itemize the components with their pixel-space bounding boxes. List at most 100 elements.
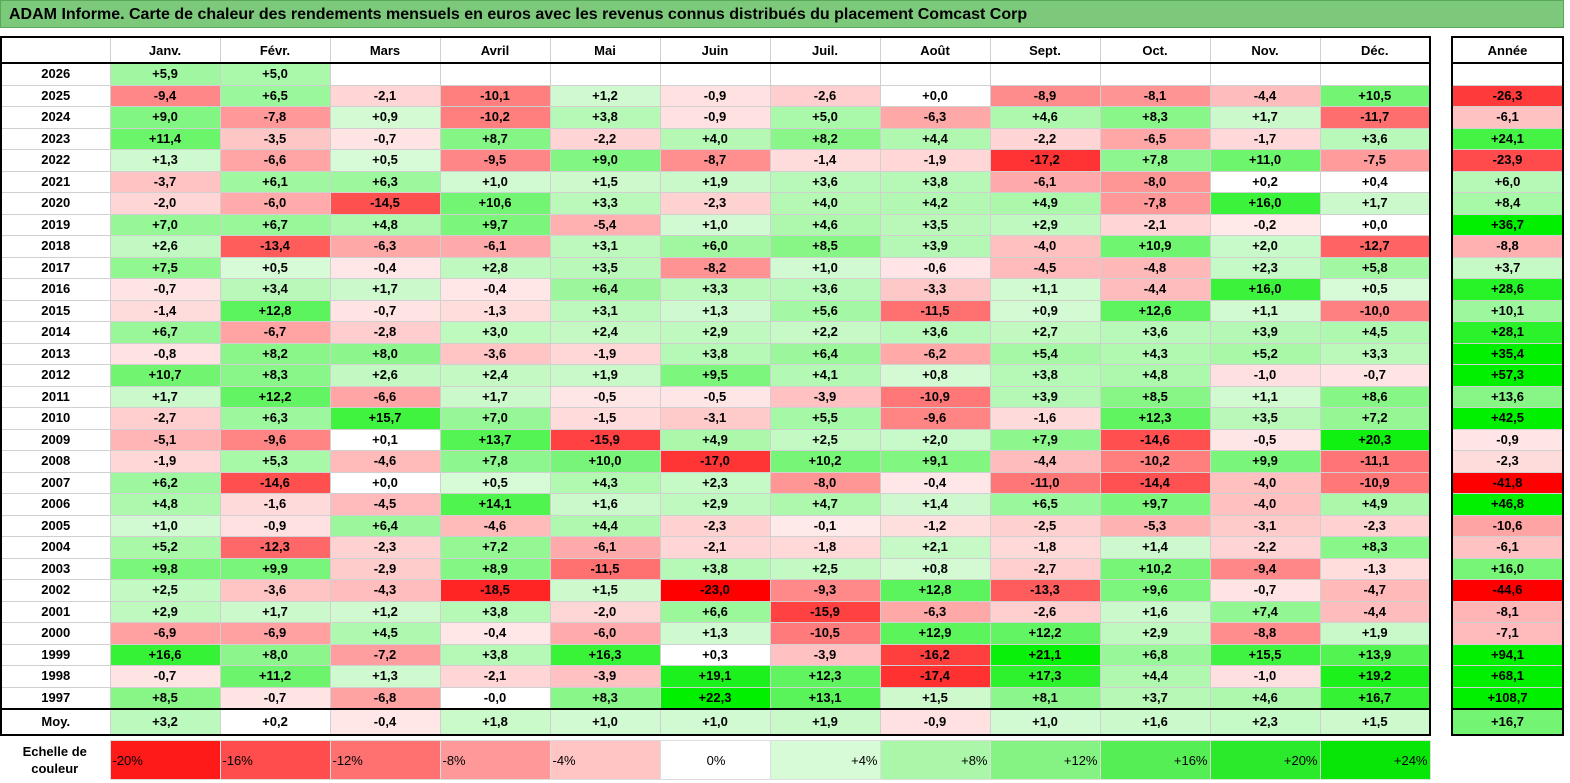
heat-cell: +0,5 [329, 149, 441, 172]
heat-cell: +0,9 [989, 299, 1101, 322]
heat-cell: +1,7 [219, 600, 331, 623]
heat-cell: +7,5 [109, 256, 221, 279]
heat-cell: -6,3 [879, 600, 991, 623]
heat-cell: -2,1 [659, 536, 771, 559]
table-row: 2001 +2,9 +1,7 +1,2 +3,8 -2,0 +6,6 -15,9 -6,3 -2,… [0, 600, 1431, 623]
heat-cell: -11,1 [1319, 450, 1431, 473]
year-label: 2009 [0, 428, 111, 451]
scale-swatch: -8% [439, 740, 551, 780]
month-header-8: Sept. [989, 36, 1101, 64]
scale-swatch: -20% [109, 740, 221, 780]
month-header-2: Mars [329, 36, 441, 64]
heat-cell: +13,1 [769, 686, 881, 710]
heat-cell: -0,6 [879, 256, 991, 279]
heat-cell: +4,2 [879, 192, 991, 215]
month-header-row: Janv. Févr. Mars Avril Mai Juin Juil. Août Sept.… [1, 36, 1431, 64]
heat-cell: +9,0 [549, 149, 661, 172]
heat-cell: -1,9 [549, 342, 661, 365]
average-cell: +1,8 [439, 708, 551, 736]
heat-cell: +4,8 [329, 213, 441, 236]
table-row: 2015 -1,4 +12,8 -0,7 -1,3 +3,1 +1,3 +5,6 -11,5 +0… [0, 299, 1431, 322]
heat-cell: -4,8 [1099, 256, 1211, 279]
heat-cell: -17,4 [879, 665, 991, 688]
heat-cell: +4,9 [989, 192, 1101, 215]
heat-cell: -0,9 [659, 106, 771, 129]
heat-cell: +2,6 [109, 235, 221, 258]
heat-cell: +9,1 [879, 450, 991, 473]
heat-cell: -4,0 [989, 235, 1101, 258]
heat-cell: -7,8 [219, 106, 331, 129]
annual-cell: +28,1 [1451, 321, 1564, 344]
annual-cell: -23,9 [1451, 149, 1564, 172]
heat-cell: +8,5 [1099, 385, 1211, 408]
heat-cell: +16,6 [109, 643, 221, 666]
heat-cell: -2,6 [989, 600, 1101, 623]
month-header-5: Juin [659, 36, 771, 64]
table-row: 2018 +2,6 -13,4 -6,3 -6,1 +3,1 +6,0 +8,5 +3,9 -4,… [0, 235, 1431, 258]
heat-cell: -2,8 [329, 321, 441, 344]
heat-cell: -2,2 [1209, 536, 1321, 559]
heat-cell: +6,0 [659, 235, 771, 258]
year-label: 2024 [0, 106, 111, 129]
heat-cell: +3,6 [1099, 321, 1211, 344]
table-row: 2019 +7,0 +6,7 +4,8 +9,7 -5,4 +1,0 +4,6 +3,5 +2,9… [0, 213, 1431, 236]
heat-cell: -15,9 [549, 428, 661, 451]
heat-cell: -8,0 [1099, 170, 1211, 193]
heat-cell: -6,1 [439, 235, 551, 258]
heat-cell: +16,0 [1209, 278, 1321, 301]
heat-cell: +12,3 [769, 665, 881, 688]
heat-cell: -5,3 [1099, 514, 1211, 537]
table-row: 2007 +6,2 -14,6 +0,0 +0,5 +4,3 +2,3 -8,0 -0,4 -11… [0, 471, 1431, 494]
heat-cell: +6,3 [219, 407, 331, 430]
scale-swatch: +16% [1099, 740, 1211, 780]
heat-cell: +15,7 [329, 407, 441, 430]
heat-cell: +5,4 [989, 342, 1101, 365]
heat-cell: +2,2 [769, 321, 881, 344]
year-label: 2023 [0, 127, 111, 150]
annual-cell: +10,1 [1451, 299, 1564, 322]
annual-cell: -2,3 [1451, 450, 1564, 473]
heat-cell: +3,8 [549, 106, 661, 129]
table-row: 2008 -1,9 +5,3 -4,6 +7,8 +10,0 -17,0 +10,2 +9,1-… [0, 450, 1431, 473]
heat-cell: -9,4 [109, 84, 221, 107]
annual-cell: +13,6 [1451, 385, 1564, 408]
heat-cell: +10,0 [549, 450, 661, 473]
heat-cell: +1,9 [659, 170, 771, 193]
heat-cell: -6,0 [549, 622, 661, 645]
heat-cell: +1,7 [109, 385, 221, 408]
heat-cell: +2,8 [439, 256, 551, 279]
heat-cell: +10,9 [1099, 235, 1211, 258]
heat-cell: +8,3 [1319, 536, 1431, 559]
heat-cell: -0,4 [439, 622, 551, 645]
heat-cell: -8,8 [1209, 622, 1321, 645]
heat-cell: +21,1 [989, 643, 1101, 666]
heat-cell: +1,4 [1099, 536, 1211, 559]
heat-cell: +1,1 [1209, 385, 1321, 408]
table-row: 2024 +9,0 -7,8 +0,9 -10,2 +3,8 -0,9 +5,0 -6,3 +4,… [0, 106, 1431, 129]
heat-cell: -2,1 [329, 84, 441, 107]
heat-cell: -1,8 [769, 536, 881, 559]
heat-cell: -0,9 [659, 84, 771, 107]
heat-cell: -6,8 [329, 686, 441, 710]
heat-cell: +10,2 [769, 450, 881, 473]
annual-cell: +36,7 [1451, 213, 1564, 236]
scale-label: Echelle de couleur [22, 744, 87, 776]
year-label: 2006 [0, 493, 111, 516]
heat-cell: +4,0 [659, 127, 771, 150]
heat-cell: -4,4 [1209, 84, 1321, 107]
heat-cell: +1,6 [549, 493, 661, 516]
table-row: 2002 +2,5 -3,6 -4,3 -18,5 +1,5 -23,0 -9,3 +12,8-… [0, 579, 1431, 602]
heat-cell: +1,5 [549, 170, 661, 193]
table-row: 1997 +8,5 -0,7 -6,8 -0,0 +8,3 +22,3 +13,1 +1,5 +8… [0, 686, 1431, 710]
heat-cell: -1,4 [769, 149, 881, 172]
heat-cell: +6,4 [549, 278, 661, 301]
heat-cell: +2,5 [769, 557, 881, 580]
annual-cell: -8,1 [1451, 600, 1564, 623]
heat-cell: +2,9 [1099, 622, 1211, 645]
year-label: 2019 [0, 213, 111, 236]
heat-cell: +2,9 [989, 213, 1101, 236]
heat-cell: +3,9 [879, 235, 991, 258]
heat-cell: +9,7 [1099, 493, 1211, 516]
year-label: 2015 [0, 299, 111, 322]
heat-cell: +9,9 [1209, 450, 1321, 473]
